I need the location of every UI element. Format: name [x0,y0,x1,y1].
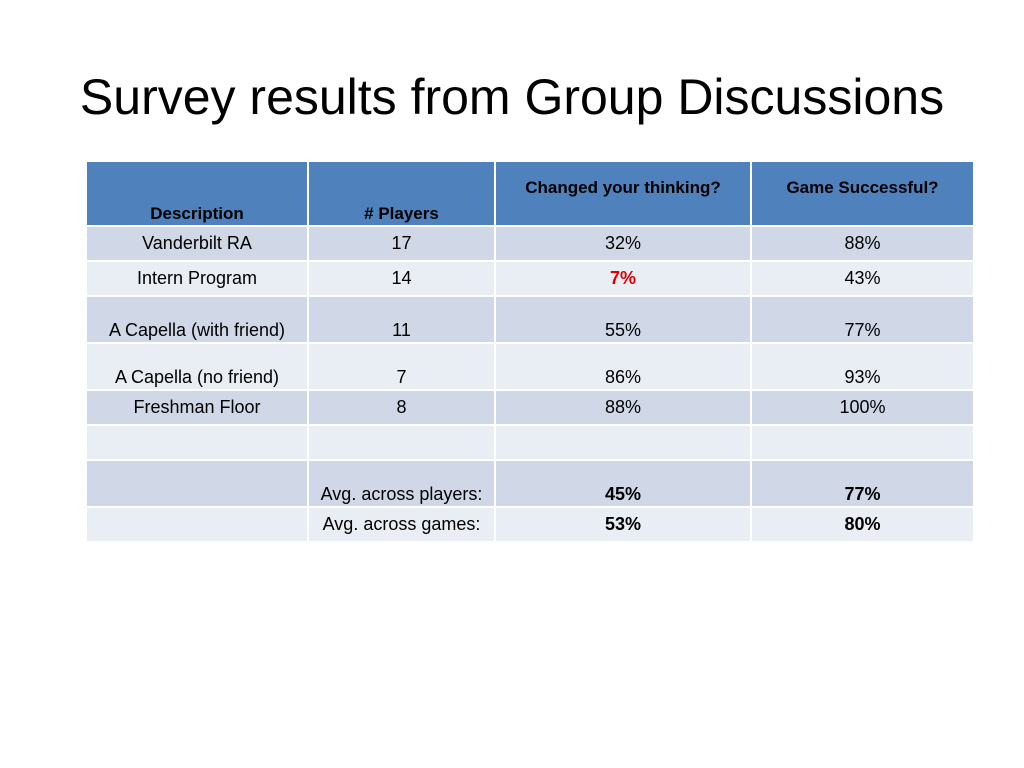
empty-cell [85,459,309,508]
summary-successful: 80% [750,506,975,543]
empty-cell [307,424,496,461]
cell-changed: 55% [494,295,752,344]
table-row: Intern Program 14 7% 43% [85,260,975,297]
header-description: Description [85,160,309,227]
header-game-successful: Game Successful? [750,160,975,227]
header-players: # Players [307,160,496,227]
cell-players: 17 [307,225,496,262]
cell-players: 8 [307,389,496,426]
table-row: A Capella (no friend) 7 86% 93% [85,342,975,391]
table-row: A Capella (with friend) 11 55% 77% [85,295,975,344]
header-changed-thinking: Changed your thinking? [494,160,752,227]
summary-successful: 77% [750,459,975,508]
empty-row [85,424,975,461]
cell-successful: 43% [750,260,975,297]
cell-description: A Capella (with friend) [85,295,309,344]
survey-results-table: Description # Players Changed your think… [85,160,975,543]
cell-successful: 100% [750,389,975,426]
table-row: Freshman Floor 8 88% 100% [85,389,975,426]
empty-cell [494,424,752,461]
summary-label: Avg. across games: [307,506,496,543]
cell-changed: 86% [494,342,752,391]
cell-successful: 77% [750,295,975,344]
cell-description: Intern Program [85,260,309,297]
cell-changed: 88% [494,389,752,426]
table-header-row: Description # Players Changed your think… [85,160,975,227]
cell-players: 14 [307,260,496,297]
empty-cell [85,424,309,461]
empty-cell [85,506,309,543]
summary-label: Avg. across players: [307,459,496,508]
cell-players: 7 [307,342,496,391]
table-row: Vanderbilt RA 17 32% 88% [85,225,975,262]
cell-changed: 32% [494,225,752,262]
cell-successful: 88% [750,225,975,262]
cell-description: Vanderbilt RA [85,225,309,262]
empty-cell [750,424,975,461]
cell-players: 11 [307,295,496,344]
cell-changed-highlight: 7% [494,260,752,297]
cell-description: Freshman Floor [85,389,309,426]
summary-row: Avg. across games: 53% 80% [85,506,975,543]
cell-successful: 93% [750,342,975,391]
summary-changed: 53% [494,506,752,543]
summary-changed: 45% [494,459,752,508]
summary-row: Avg. across players: 45% 77% [85,459,975,508]
slide-title: Survey results from Group Discussions [79,69,945,125]
cell-description: A Capella (no friend) [85,342,309,391]
